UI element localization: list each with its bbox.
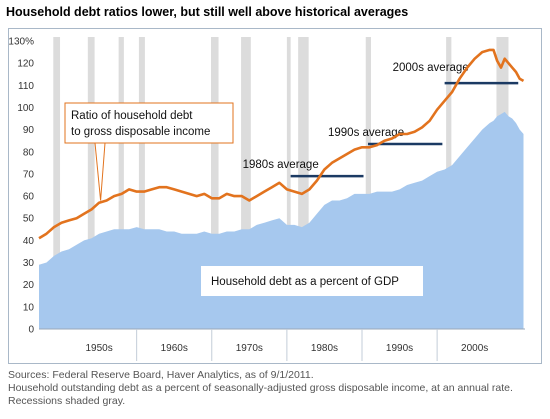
- y-tick-label: 10: [23, 302, 35, 313]
- x-decade-label: 1960s: [161, 343, 188, 354]
- y-tick-label: 50: [23, 214, 35, 225]
- chart-title: Household debt ratios lower, but still w…: [6, 5, 409, 19]
- y-tick-label: 120: [17, 59, 34, 70]
- average-label: 1990s average: [328, 127, 404, 139]
- recession-bar: [53, 37, 61, 329]
- average-label: 2000s average: [393, 62, 469, 74]
- debt-ratio-label-line2: to gross disposable income: [71, 126, 210, 138]
- recession-bar: [286, 37, 291, 329]
- debt-ratio-chart: 0 10 20 30 40 50 60 70 80 90 100 110 120 130% 1950s 196…: [9, 37, 525, 361]
- recession-bar: [118, 37, 124, 329]
- y-tick-label: 0: [28, 325, 34, 336]
- sources-line-2: Household outstanding debt as a percent …: [8, 382, 513, 394]
- y-tick-label: 100: [17, 103, 34, 114]
- x-decade-label: 1990s: [386, 343, 413, 354]
- y-tick-label: 60: [23, 192, 35, 203]
- debt-ratio-line: [38, 48, 525, 240]
- y-tick-label: 30: [23, 258, 35, 269]
- x-decade-label: 2000s: [461, 343, 488, 354]
- callout-leader-right: [100, 142, 106, 201]
- x-decade-label: 1970s: [236, 343, 263, 354]
- recession-bar: [138, 37, 145, 329]
- y-tick-label: 80: [23, 147, 35, 158]
- x-decade-label: 1980s: [311, 343, 338, 354]
- debt-ratio-label-line1: Ratio of household debt: [71, 110, 193, 122]
- y-tick-label: 40: [23, 236, 35, 247]
- debt-ratio-callout-box: [64, 102, 234, 144]
- recession-bar: [365, 37, 372, 329]
- y-tick-label: 130%: [9, 37, 34, 48]
- recession-bar: [87, 37, 95, 329]
- y-tick-label: 90: [23, 125, 35, 136]
- gdp-area-label: Household debt as a percent of GDP: [211, 276, 399, 288]
- callout-leader-left: [94, 142, 102, 201]
- y-tick-label: 20: [23, 280, 35, 291]
- y-tick-label: 70: [23, 169, 35, 180]
- sources-line-3: Recessions shaded gray.: [8, 395, 126, 407]
- plot-panel: 0 10 20 30 40 50 60 70 80 90 100 110 120 130% 1950s 196…: [8, 28, 542, 364]
- x-decade-label: 1950s: [85, 343, 112, 354]
- recession-bar: [298, 37, 309, 329]
- recession-bar: [211, 37, 219, 329]
- y-tick-label: 110: [18, 81, 34, 92]
- sources-note: Sources: Federal Reserve Board, Haver An…: [8, 369, 548, 408]
- average-label: 1980s average: [243, 159, 319, 171]
- recession-bar: [241, 37, 251, 329]
- gdp-label-box: [201, 266, 423, 296]
- sources-line-1: Sources: Federal Reserve Board, Haver An…: [8, 369, 314, 381]
